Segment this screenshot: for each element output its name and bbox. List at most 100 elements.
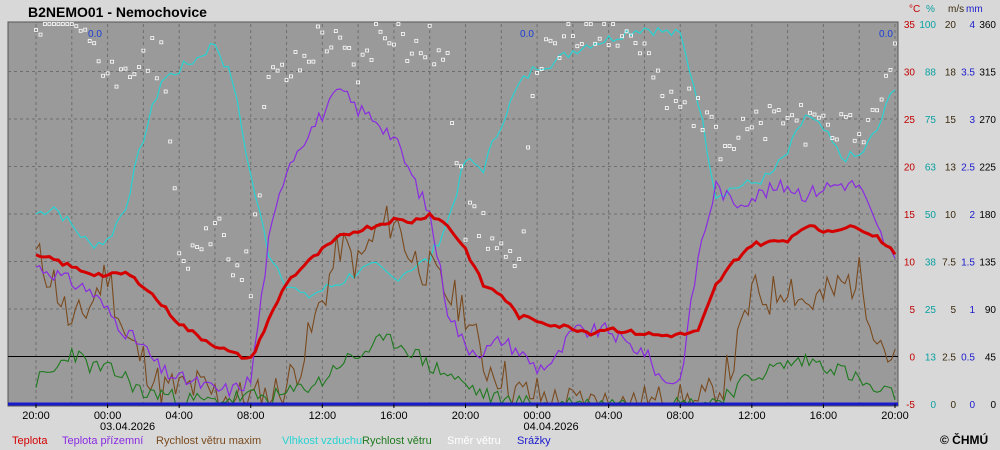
- axis-tick-deg: 225: [979, 163, 996, 174]
- wind-direction-point: [436, 48, 441, 53]
- wind-direction-point: [293, 50, 298, 54]
- wind-direction-point: [875, 108, 879, 113]
- wind-direction-point: [597, 36, 602, 41]
- wind-direction-point: [383, 36, 387, 41]
- wind-direction-point: [87, 39, 92, 43]
- wind-direction-point: [803, 142, 808, 147]
- wind-direction-point: [172, 186, 177, 191]
- wind-direction-point: [387, 41, 392, 46]
- axis-tick-ms: 5: [950, 305, 956, 316]
- wind-direction-point: [235, 263, 240, 268]
- wind-direction-point: [454, 161, 459, 166]
- x-tick-label: 16:00: [380, 410, 408, 422]
- wind-direction-point: [843, 115, 848, 119]
- axis-tick-mm: 2.5: [961, 163, 975, 174]
- x-tick-label: 20:00: [881, 410, 909, 422]
- axis-tick-celsius: 30: [904, 68, 916, 79]
- wind-direction-point: [177, 251, 182, 256]
- wind-direction-point: [257, 193, 262, 198]
- wind-direction-point: [409, 51, 414, 56]
- wind-direction-point: [893, 41, 897, 46]
- axis-tick-celsius: 25: [904, 115, 916, 126]
- wind-direction-point: [432, 62, 437, 67]
- wind-direction-point: [83, 27, 88, 32]
- wind-direction-point: [338, 35, 343, 40]
- wind-direction-point: [848, 113, 853, 117]
- axis-tick-percent: 38: [925, 258, 937, 269]
- wind-direction-point: [391, 42, 396, 47]
- wind-direction-point: [785, 115, 790, 120]
- wind-direction-point: [472, 204, 477, 209]
- wind-direction-point: [34, 28, 38, 32]
- wind-direction-point: [584, 22, 589, 26]
- wind-direction-point: [727, 144, 732, 148]
- wind-direction-point: [682, 100, 687, 105]
- axis-tick-percent: 100: [919, 20, 936, 31]
- x-tick-label: 08:00: [666, 410, 694, 422]
- axis-tick-ms: 20: [945, 20, 957, 31]
- x-tick-label: 16:00: [810, 410, 838, 422]
- legend-item: Vlhkost vzduchu: [282, 435, 362, 447]
- x-tick-label: 04:00: [165, 410, 193, 422]
- grid: 0.0 0.0 0.0: [8, 24, 898, 404]
- wind-direction-point: [60, 22, 65, 26]
- wind-direction-point: [615, 43, 620, 48]
- series-vlhkost: [35, 26, 896, 299]
- axis-tick-deg: 135: [979, 258, 996, 269]
- legend: Teplota Teplota přízemní Rychlost větru ma…: [12, 435, 551, 447]
- wind-direction-point: [647, 51, 651, 56]
- wind-direction-point: [374, 22, 378, 26]
- date-label: 04.04.2026: [524, 421, 579, 433]
- wind-direction-point: [468, 200, 472, 205]
- wind-direction-point: [141, 48, 146, 53]
- wind-direction-point: [47, 22, 52, 26]
- wind-direction-point: [691, 124, 696, 128]
- wind-direction-point: [324, 49, 329, 54]
- wind-direction-point: [830, 136, 835, 141]
- copyright: © ČHMÚ: [940, 432, 988, 447]
- wind-direction-point: [315, 24, 320, 29]
- wind-direction-point: [284, 78, 289, 82]
- wind-direction-point: [879, 97, 884, 102]
- wind-direction-point: [244, 249, 249, 254]
- wind-direction-point: [700, 127, 705, 132]
- wind-direction-point: [749, 125, 754, 130]
- wind-direction-point: [714, 124, 718, 129]
- wind-direction-point: [866, 118, 871, 122]
- wind-direction-point: [378, 29, 383, 34]
- wind-direction-point: [199, 247, 204, 252]
- wind-direction-point: [884, 73, 888, 78]
- axis-tick-celsius: 35: [904, 20, 916, 31]
- axis-tick-deg: 45: [985, 353, 997, 364]
- wind-direction-point: [92, 41, 97, 46]
- legend-item: Směr větru: [447, 435, 501, 447]
- wind-direction-point: [508, 249, 513, 253]
- x-tick-label: 20:00: [452, 410, 480, 422]
- axis-tick-percent: 75: [925, 115, 937, 126]
- axis-tick-deg: 90: [985, 305, 997, 316]
- wind-direction-point: [763, 137, 768, 142]
- wind-direction-point: [266, 75, 271, 79]
- wind-direction-point: [629, 33, 633, 38]
- unit-label: °C: [909, 4, 920, 15]
- wind-direction-point: [772, 109, 777, 114]
- axis-tick-percent: 13: [925, 353, 937, 364]
- wind-direction-point: [642, 41, 647, 46]
- wind-direction-point: [588, 22, 593, 26]
- axis-tick-ms: 7.5: [942, 258, 956, 269]
- wind-direction-point: [204, 226, 208, 231]
- axis-tick-mm: 1: [969, 305, 975, 316]
- wind-direction-point: [347, 46, 352, 50]
- wind-direction-point: [248, 294, 253, 299]
- wind-direction-point: [123, 66, 128, 71]
- wind-direction-point: [105, 71, 110, 76]
- wind-direction-point: [539, 67, 544, 71]
- wind-direction-point: [857, 132, 862, 137]
- series-rychlost-max: [35, 205, 896, 407]
- unit-label: m/s: [948, 4, 964, 15]
- axis-tick-ms: 13: [945, 163, 957, 174]
- wind-direction-point: [821, 113, 826, 118]
- axis-tick-mm: 2: [969, 210, 975, 221]
- wind-direction-point: [553, 41, 557, 46]
